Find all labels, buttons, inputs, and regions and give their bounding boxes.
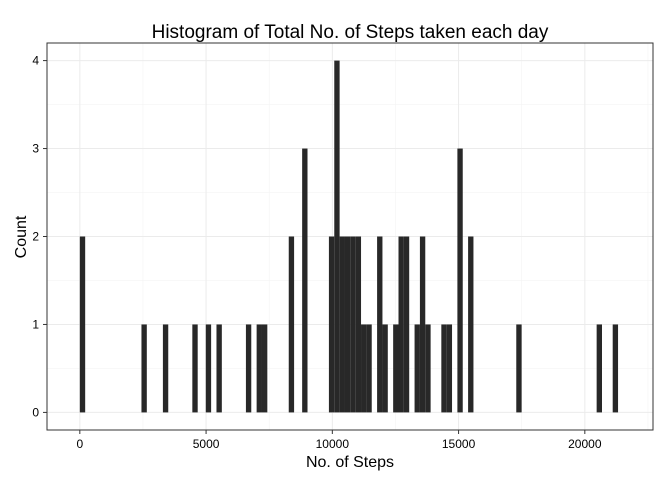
y-tick-label: 0	[32, 405, 39, 419]
histogram-bar	[393, 324, 399, 413]
histogram-bar	[141, 324, 147, 413]
histogram-bar	[457, 148, 463, 413]
histogram-bar	[446, 324, 453, 413]
histogram-bar	[468, 236, 474, 413]
histogram-bar	[403, 236, 410, 413]
x-tick-label: 20000	[568, 437, 602, 451]
histogram-bar	[355, 236, 362, 413]
histogram-bar	[339, 236, 345, 413]
y-tick-label: 1	[32, 317, 39, 331]
histogram-bar	[245, 324, 252, 413]
x-tick-label: 15000	[442, 437, 476, 451]
histogram-bar	[288, 236, 295, 413]
x-tick-label: 0	[76, 437, 83, 451]
histogram-bar	[205, 324, 212, 413]
histogram-bar	[192, 324, 198, 413]
x-tick-label: 10000	[316, 437, 350, 451]
chart-title: Histogram of Total No. of Steps taken ea…	[152, 22, 549, 43]
histogram-bar	[350, 236, 356, 413]
y-tick-label: 2	[32, 230, 39, 244]
histogram-bar	[425, 324, 431, 413]
histogram-bar	[261, 324, 268, 413]
x-axis-title: No. of Steps	[306, 454, 394, 471]
y-tick-label: 4	[32, 54, 39, 68]
histogram-bar	[377, 236, 383, 413]
histogram-bar	[382, 324, 388, 413]
y-tick-label: 3	[32, 142, 39, 156]
histogram-bar	[79, 236, 86, 413]
histogram-bar	[596, 324, 602, 413]
histogram-bar	[302, 148, 308, 413]
histogram-bar	[256, 324, 262, 413]
histogram-bar	[414, 324, 420, 413]
histogram-bar	[612, 324, 619, 413]
histogram-bar	[162, 324, 169, 413]
histogram-bar	[344, 236, 351, 413]
bars	[79, 60, 619, 413]
histogram-bar	[216, 324, 222, 413]
histogram-bar	[328, 236, 335, 413]
histogram-bar	[398, 236, 404, 413]
y-axis-title: Count	[13, 215, 30, 258]
histogram-bar	[419, 236, 426, 413]
histogram-bar	[334, 60, 340, 413]
x-tick-label: 5000	[193, 437, 220, 451]
histogram-bar	[361, 324, 367, 413]
histogram-bar	[441, 324, 447, 413]
histogram-bar	[516, 324, 522, 413]
axes: 0 5000 10000 15000 20000 0 1 2 3 4	[32, 42, 654, 451]
histogram-bar	[366, 324, 372, 413]
